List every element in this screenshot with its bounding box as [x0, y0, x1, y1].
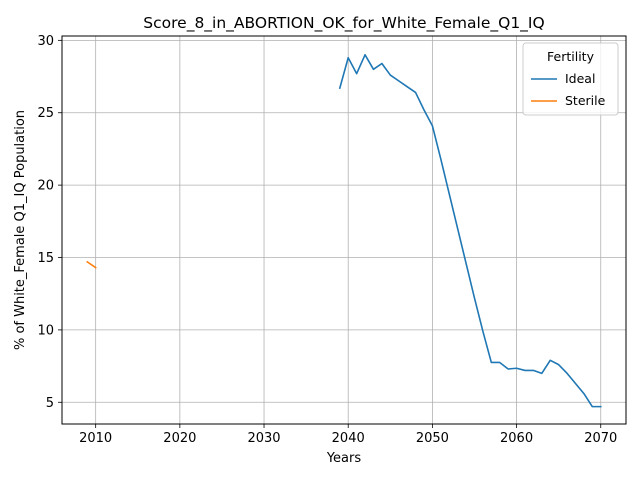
- axis-ticks: 2010 2020 2030 2040 2050 2060 2070 5 10 15 20 25 30: [37, 34, 617, 446]
- series-lines: [86, 54, 602, 408]
- y-tick-label: 30: [37, 34, 54, 49]
- plot-frame: [61, 35, 627, 425]
- x-tick-label: 2070: [584, 431, 617, 446]
- legend: Fertility Ideal Sterile: [522, 42, 619, 116]
- chart-title: Score_8_in_ABORTION_OK_for_White_Female_…: [143, 14, 544, 33]
- x-tick-label: 2010: [79, 431, 112, 446]
- legend-title: Fertility: [547, 49, 595, 64]
- x-tick-label: 2060: [500, 431, 533, 446]
- y-tick-label: 20: [37, 179, 54, 194]
- y-axis-label: % of White_Female Q1_IQ Population: [13, 110, 28, 350]
- legend-entry-sterile: Sterile: [565, 93, 606, 108]
- y-tick-label: 15: [37, 251, 54, 266]
- x-tick-label: 2040: [332, 431, 365, 446]
- x-tick-label: 2020: [163, 431, 196, 446]
- y-tick-label: 5: [46, 396, 54, 411]
- grid: [62, 36, 626, 424]
- x-tick-label: 2050: [416, 431, 449, 446]
- legend-box: [522, 42, 619, 116]
- legend-entry-ideal: Ideal: [565, 71, 595, 86]
- series-line-ideal: [338, 54, 602, 408]
- series-line-sterile: [86, 260, 97, 269]
- x-tick-label: 2030: [247, 431, 280, 446]
- x-axis-label: Years: [326, 451, 362, 466]
- y-tick-label: 10: [37, 323, 54, 338]
- y-tick-label: 25: [37, 106, 54, 121]
